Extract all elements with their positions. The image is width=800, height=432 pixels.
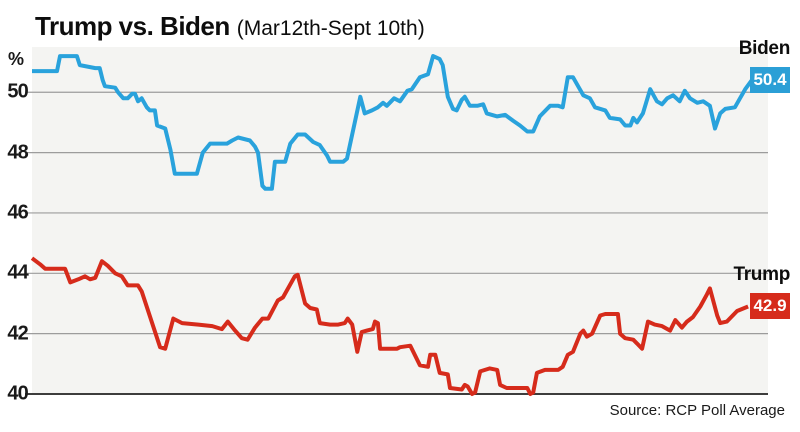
source-note: Source: RCP Poll Average (609, 402, 785, 419)
y-tick-label: 48 (7, 141, 28, 164)
y-axis-unit-label: % (8, 49, 25, 69)
y-tick-label: 50 (7, 80, 28, 103)
biden-value-badge: 50.4 (750, 67, 790, 94)
chart-title-main: Trump vs. Biden (35, 11, 230, 41)
trump-series-label: Trump (733, 264, 790, 285)
y-tick-label: 44 (7, 261, 28, 284)
trump-value-badge: 42.9 (750, 293, 790, 320)
biden-line (32, 54, 754, 191)
chart-title-date-range: (Mar12th-Sept 10th) (236, 17, 425, 40)
y-tick-label: 46 (7, 201, 28, 224)
y-tick-label: 40 (7, 382, 28, 405)
biden-series-label: Biden (738, 38, 791, 59)
trump-line (30, 256, 749, 396)
y-tick-label: 42 (7, 322, 28, 345)
chart-title: Trump vs. Biden (Mar12th-Sept 10th) (35, 6, 425, 43)
